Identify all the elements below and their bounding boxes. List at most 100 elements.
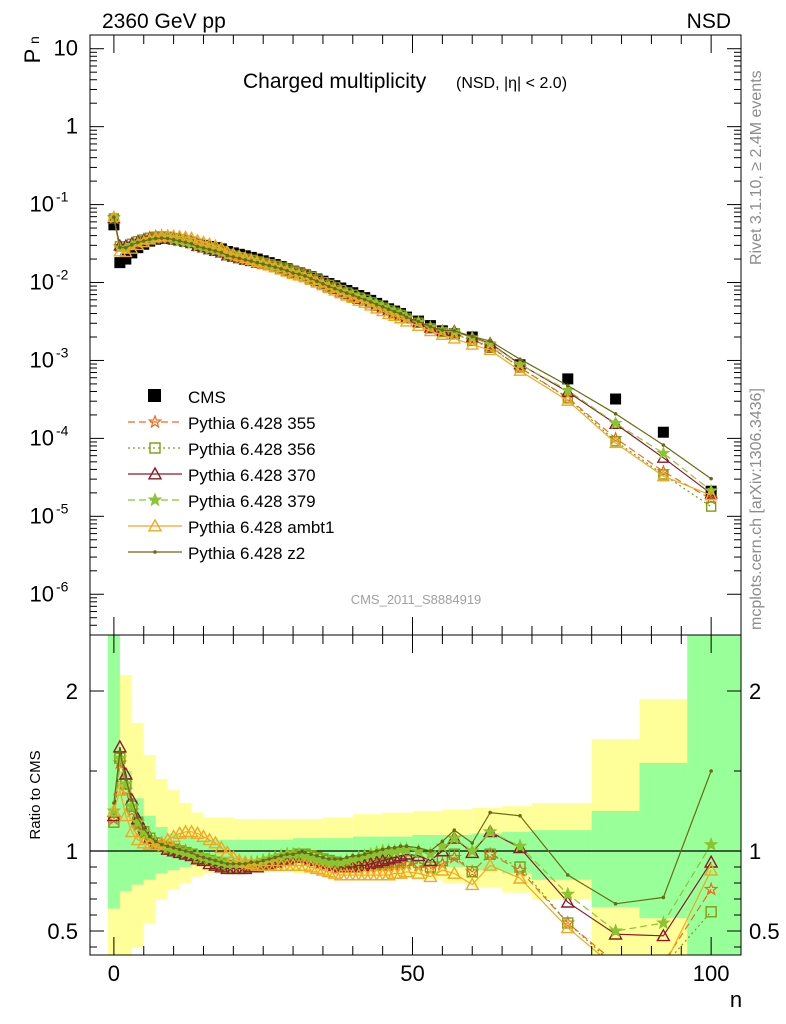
series-4-point <box>465 337 479 350</box>
ratio-1-point <box>466 866 478 878</box>
ratio-line-4 <box>113 787 712 955</box>
ratio-5-point <box>398 844 403 848</box>
ratio-5-point <box>356 854 361 858</box>
series-5-point <box>118 245 122 250</box>
y-tick-exponent: -4 <box>56 422 69 438</box>
ratio-panel-frame <box>89 634 742 956</box>
legend-label-3: Pythia 6.428 379 <box>188 492 316 511</box>
legend: CMS Pythia 6.428 355 Pythia 6.428 356 Pythi… <box>128 388 334 563</box>
series-5-point <box>661 443 666 447</box>
ratio-5-point <box>267 857 271 861</box>
ratio-y-axis-label: Ratio to CMS <box>27 750 44 839</box>
ratio-5-point <box>147 834 152 839</box>
series-4-point <box>352 293 366 306</box>
legend-label-4: Pythia 6.428 ambt1 <box>188 518 334 537</box>
ratio-5-point <box>565 873 570 877</box>
y-tick-exponent: -2 <box>56 267 69 283</box>
series-3-point <box>608 416 623 430</box>
ratio-5-point <box>452 828 457 832</box>
ratio-4-point <box>411 865 426 879</box>
cms-data-point <box>562 373 574 385</box>
ratio-4-point <box>399 864 414 878</box>
series-4-point <box>107 210 121 223</box>
ratio-1-point <box>448 848 461 860</box>
ratio-4-point <box>118 808 134 822</box>
uncertainty-band-inner <box>155 827 168 874</box>
series-5-point <box>195 244 200 249</box>
ratio-5-point <box>321 855 325 860</box>
ratio-5-point <box>118 750 122 754</box>
series-5-point <box>225 253 230 258</box>
series-5-point <box>709 476 713 481</box>
ratio-plot-area <box>90 635 741 955</box>
ratio-y-tick-label-right: 2 <box>749 679 761 704</box>
main-plot-area <box>107 209 719 512</box>
ratio-4-point <box>148 837 163 851</box>
ratio-5-point <box>213 858 218 863</box>
ratio-5-point <box>416 846 421 850</box>
ratio-3-point <box>656 915 671 930</box>
series-5-point <box>428 325 433 329</box>
ratio-4-point <box>512 870 528 884</box>
series-5-point <box>416 319 421 324</box>
ratio-5-point <box>518 814 522 818</box>
ratio-2-point <box>423 853 438 867</box>
series-4-point <box>608 436 623 449</box>
ratio-5-point <box>243 862 248 866</box>
cms-data-point <box>114 257 126 269</box>
y-tick-label: 1 <box>66 114 78 139</box>
ratio-5-point <box>183 849 188 853</box>
series-4-point <box>346 290 360 304</box>
cms-data-point <box>120 253 132 265</box>
series-5-point <box>356 296 361 300</box>
x-axis-label: n <box>730 987 742 1012</box>
ratio-4-point <box>447 865 462 879</box>
header-left: 2360 GeV pp <box>102 10 226 33</box>
series-5-point <box>177 239 182 243</box>
series-5-point <box>362 297 367 302</box>
ratio-3-point <box>399 841 414 856</box>
ratio-5-point <box>171 846 176 850</box>
ratio-5-point <box>350 854 355 858</box>
ratio-2-point <box>381 851 396 865</box>
series-5-point <box>183 240 188 245</box>
ratio-5-point <box>130 798 134 802</box>
series-5-point <box>345 291 349 295</box>
y-axis-label-main: P <box>20 49 45 64</box>
ratio-4-point <box>309 861 325 875</box>
series-4-point <box>387 308 402 321</box>
series-5-point <box>350 293 355 297</box>
ratio-2-point <box>656 928 671 942</box>
ratio-4-point <box>297 857 313 871</box>
x-tick-label: 50 <box>400 961 424 986</box>
series-4-point <box>447 331 462 344</box>
series-5-point <box>398 311 403 316</box>
ratio-4-point <box>106 803 122 817</box>
y-tick-label: 10 <box>30 425 54 450</box>
ratio-5-point <box>141 826 146 831</box>
series-4-point <box>483 343 497 356</box>
legend-label-0: Pythia 6.428 355 <box>188 414 316 433</box>
ratio-4-point <box>703 862 719 876</box>
ratio-5-point <box>219 860 224 864</box>
ratio-5-point <box>279 854 283 858</box>
ratio-5-point <box>613 902 618 906</box>
ratio-4-point <box>435 862 450 876</box>
series-4-point <box>358 295 372 308</box>
ratio-4-point <box>381 867 396 881</box>
series-5-point <box>518 357 522 362</box>
ratio-4-point <box>465 877 480 891</box>
series-4-point <box>435 327 450 340</box>
series-5-point <box>165 236 170 241</box>
ratio-3-point <box>423 846 438 861</box>
side-label-bottom: mcplots.cern.ch [arXiv:1306.3436] <box>748 388 765 630</box>
ratio-4-point <box>238 854 253 868</box>
series-5-point <box>374 302 379 307</box>
series-4-point <box>119 245 133 258</box>
ratio-2-point <box>375 853 390 867</box>
legend-marker-5 <box>153 550 157 554</box>
ratio-4-point <box>482 857 498 871</box>
ratio-4-point <box>321 864 337 878</box>
